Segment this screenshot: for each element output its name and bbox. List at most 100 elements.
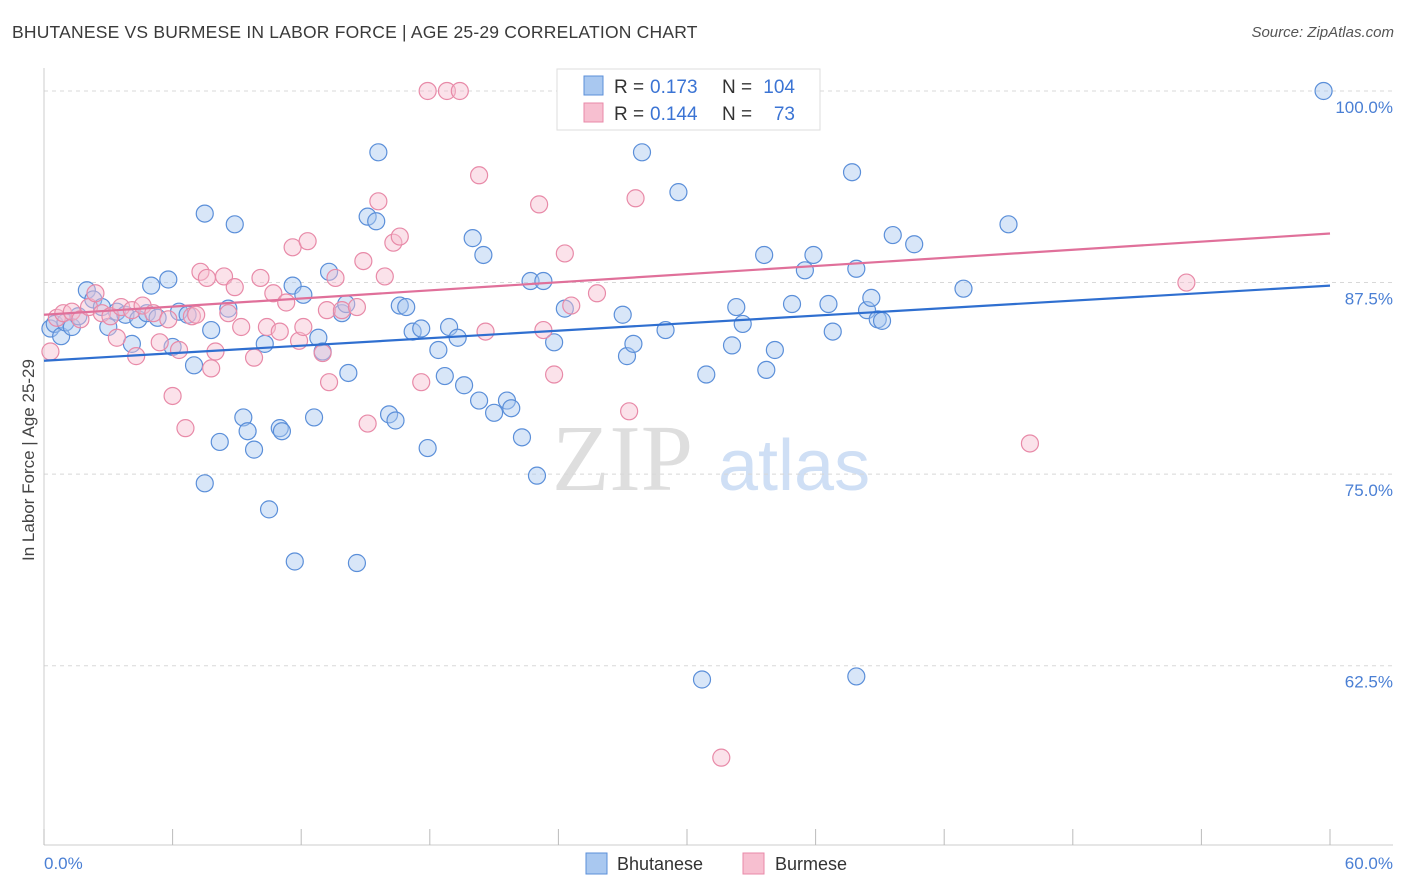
axes <box>43 68 1393 846</box>
x-ticks <box>43 829 1331 845</box>
y-tick-label: 75.0% <box>1345 481 1393 500</box>
burmese-point <box>534 320 553 340</box>
watermark-zip: ZIP <box>552 407 693 511</box>
bhutanese-point <box>782 294 802 314</box>
y-axis-label: In Labor Force | Age 25-29 <box>19 359 38 561</box>
burmese-point <box>369 192 388 211</box>
burmese-point <box>354 252 373 271</box>
bhutanese-point <box>386 411 405 430</box>
legend-n-label: N = <box>722 104 752 125</box>
bhutanese-point <box>613 305 632 324</box>
bhutanese-point <box>195 204 214 223</box>
bhutanese-point <box>755 245 774 265</box>
burmese-point <box>71 310 90 329</box>
burmese-point <box>347 297 367 317</box>
burmese-point <box>555 244 574 263</box>
watermark: ZIP atlas <box>552 407 870 511</box>
burmese-point <box>358 414 377 433</box>
burmese-point <box>244 348 264 367</box>
bottom-legend-swatch-bhutanese <box>585 852 608 875</box>
burmese-point <box>214 267 234 286</box>
y-tick-label: 87.5% <box>1345 290 1393 309</box>
burmese-point <box>375 267 394 286</box>
bhutanese-point <box>397 297 416 317</box>
bhutanese-point <box>534 271 553 291</box>
burmese-point <box>437 81 457 101</box>
legend-r-value-burmese: 0.144 <box>650 104 698 125</box>
burmese-point <box>232 317 251 337</box>
bhutanese-point <box>512 428 532 447</box>
burmese-point <box>187 305 206 324</box>
legend: R = 0.173 N = 104 R = 0.144 N = 73 <box>556 68 821 131</box>
burmese-point <box>86 284 105 303</box>
burmese-point <box>326 268 345 288</box>
burmese-point <box>1177 273 1196 292</box>
watermark-atlas: atlas <box>718 426 870 506</box>
y-tick-label: 62.5% <box>1345 673 1393 692</box>
bhutanese-point <box>632 143 652 162</box>
burmese-point <box>264 284 283 303</box>
burmese-point <box>390 227 409 246</box>
burmese-point <box>313 343 332 363</box>
burmese-point <box>176 419 195 438</box>
bhutanese-point <box>757 360 776 380</box>
legend-swatch-bhutanese <box>583 75 604 96</box>
legend-r-label: R = <box>614 77 644 98</box>
bhutanese-point <box>999 215 1018 234</box>
bhutanese-point <box>697 365 716 384</box>
burmese-point <box>332 301 352 320</box>
bhutanese-point <box>367 212 386 231</box>
bhutanese-point <box>369 143 388 162</box>
bottom-legend-label-bhutanese: Bhutanese <box>617 854 703 874</box>
bhutanese-point <box>255 334 274 353</box>
bhutanese-point <box>429 340 448 360</box>
bhutanese-point <box>272 422 292 441</box>
bottom-legend-swatch-burmese <box>742 852 765 875</box>
burmese-point <box>219 304 238 323</box>
burmese-point <box>202 359 221 378</box>
burmese-point <box>112 297 131 317</box>
burmese-point <box>169 340 189 360</box>
burmese-point <box>277 293 296 312</box>
grid-lines <box>44 90 1392 667</box>
bhutanese-point <box>142 276 161 295</box>
bhutanese-point <box>339 363 358 383</box>
burmese-point <box>197 268 216 288</box>
burmese-point <box>317 301 337 320</box>
bhutanese-point <box>358 207 377 226</box>
burmese-point <box>163 386 182 406</box>
burmese-trend-line <box>43 232 1331 316</box>
bhutanese-point <box>202 320 221 340</box>
bhutanese-point <box>463 229 482 248</box>
bhutanese-point <box>545 333 564 352</box>
burmese-point <box>469 166 489 185</box>
bhutanese-point <box>804 245 823 265</box>
bhutanese-point <box>819 294 838 314</box>
bhutanese-point <box>474 245 493 265</box>
trend-lines <box>43 232 1331 362</box>
bhutanese-point <box>692 670 712 689</box>
bhutanese-point <box>847 667 866 686</box>
burmese-point <box>476 322 495 341</box>
bhutanese-point <box>765 340 784 360</box>
bhutanese-point <box>304 408 324 427</box>
bhutanese-point <box>862 288 881 307</box>
burmese-point <box>251 268 270 288</box>
bhutanese-point <box>244 440 264 459</box>
burmese-point <box>562 296 581 315</box>
burmese-point <box>41 342 60 361</box>
bhutanese-point <box>412 319 431 338</box>
bhutanese-point <box>234 408 253 427</box>
burmese-point <box>225 278 244 297</box>
burmese-point <box>412 373 431 392</box>
burmese-point <box>712 748 731 767</box>
bhutanese-point <box>502 399 521 418</box>
bhutanese-point <box>270 419 289 438</box>
bhutanese-point <box>733 314 752 334</box>
bhutanese-point <box>418 438 437 458</box>
y-tick-label: 100.0% <box>1335 98 1393 117</box>
bhutanese-trend-line <box>43 284 1331 362</box>
bhutanese-point <box>259 500 279 519</box>
bhutanese-point <box>905 235 924 254</box>
bhutanese-point <box>347 553 367 573</box>
